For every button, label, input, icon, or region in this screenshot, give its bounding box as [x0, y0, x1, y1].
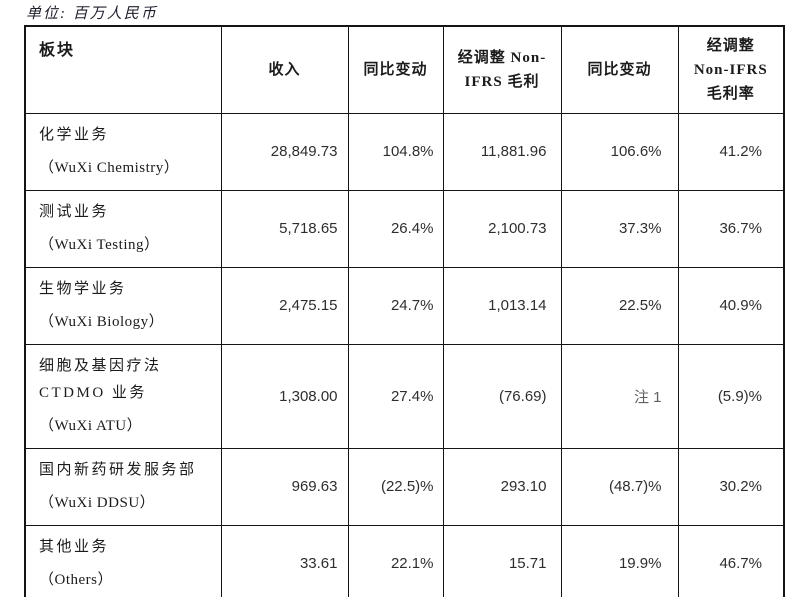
table-row-others: 其他业务 （Others） 33.61 22.1% 15.71 19.9% 46…	[24, 524, 785, 597]
segment-cell: 测试业务 （WuXi Testing）	[24, 189, 222, 268]
revenue-cell: 969.63	[220, 447, 349, 526]
revenue-yoy-cell: 26.4%	[347, 189, 444, 268]
segment-name-cn: 化学业务	[39, 126, 110, 143]
segment-name-en: （WuXi ATU）	[39, 417, 143, 434]
segment-results-table: 板块 收入 同比变动 经调整 Non- IFRS 毛利 同比变动 经调整 Non…	[24, 25, 785, 597]
gross-profit-cell: (76.69)	[442, 343, 562, 449]
revenue-yoy-cell: 24.7%	[347, 266, 444, 345]
revenue-cell: 1,308.00	[220, 343, 349, 449]
header-segment: 板块	[24, 25, 222, 114]
header-adj-gross-margin: 经调整 Non-IFRS 毛利率	[677, 25, 785, 114]
gross-profit-yoy-cell: (48.7)%	[560, 447, 679, 526]
revenue-yoy-cell: 27.4%	[347, 343, 444, 449]
margin-cell: 36.7%	[677, 189, 785, 268]
segment-name-cn: 测试业务	[39, 203, 110, 220]
gross-profit-cell: 293.10	[442, 447, 562, 526]
gross-profit-cell: 1,013.14	[442, 266, 562, 345]
gross-profit-yoy-cell: 22.5%	[560, 266, 679, 345]
segment-name-en: （WuXi DDSU）	[39, 494, 156, 511]
revenue-cell: 33.61	[220, 524, 349, 597]
margin-cell: 46.7%	[677, 524, 785, 597]
gross-profit-yoy-cell: 注 1	[560, 343, 679, 449]
segment-name-en: （WuXi Testing）	[39, 236, 160, 253]
revenue-yoy-cell: (22.5)%	[347, 447, 444, 526]
segment-name-cn: 其他业务	[39, 538, 110, 555]
header-revenue: 收入	[220, 25, 349, 114]
gross-profit-cell: 2,100.73	[442, 189, 562, 268]
revenue-cell: 5,718.65	[220, 189, 349, 268]
revenue-cell: 28,849.73	[220, 112, 349, 191]
revenue-yoy-cell: 104.8%	[347, 112, 444, 191]
header-adj-gross-profit: 经调整 Non- IFRS 毛利	[442, 25, 562, 114]
table-row-chemistry: 化学业务 （WuXi Chemistry） 28,849.73 104.8% 1…	[24, 112, 785, 191]
table-row-biology: 生物学业务 （WuXi Biology） 2,475.15 24.7% 1,01…	[24, 266, 785, 345]
table-row-ddsu: 国内新药研发服务部 （WuXi DDSU） 969.63 (22.5)% 293…	[24, 447, 785, 526]
margin-cell: 30.2%	[677, 447, 785, 526]
table-row-atu: 细胞及基因疗法 CTDMO 业务 （WuXi ATU） 1,308.00 27.…	[24, 343, 785, 449]
gross-profit-cell: 15.71	[442, 524, 562, 597]
revenue-yoy-cell: 22.1%	[347, 524, 444, 597]
segment-name-en: （WuXi Chemistry）	[39, 159, 180, 176]
segment-cell: 化学业务 （WuXi Chemistry）	[24, 112, 222, 191]
segment-name-cn: 细胞及基因疗法 CTDMO 业务	[39, 357, 162, 401]
segment-name-cn: 国内新药研发服务部	[39, 461, 197, 478]
margin-cell: (5.9)%	[677, 343, 785, 449]
segment-name-en: （WuXi Biology）	[39, 313, 165, 330]
header-gross-profit-yoy: 同比变动	[560, 25, 679, 114]
segment-cell: 其他业务 （Others）	[24, 524, 222, 597]
unit-note: 单位: 百万人民币	[26, 6, 158, 22]
table-row-testing: 测试业务 （WuXi Testing） 5,718.65 26.4% 2,100…	[24, 189, 785, 268]
gross-profit-yoy-cell: 106.6%	[560, 112, 679, 191]
gross-profit-cell: 11,881.96	[442, 112, 562, 191]
margin-cell: 40.9%	[677, 266, 785, 345]
gross-profit-yoy-cell: 19.9%	[560, 524, 679, 597]
segment-name-cn: 生物学业务	[39, 280, 127, 297]
margin-cell: 41.2%	[677, 112, 785, 191]
segment-cell: 细胞及基因疗法 CTDMO 业务 （WuXi ATU）	[24, 343, 222, 449]
header-revenue-yoy: 同比变动	[347, 25, 444, 114]
gross-profit-yoy-cell: 37.3%	[560, 189, 679, 268]
segment-cell: 国内新药研发服务部 （WuXi DDSU）	[24, 447, 222, 526]
header-row: 板块 收入 同比变动 经调整 Non- IFRS 毛利 同比变动 经调整 Non…	[24, 25, 785, 114]
segment-name-en: （Others）	[39, 571, 113, 588]
segment-cell: 生物学业务 （WuXi Biology）	[24, 266, 222, 345]
revenue-cell: 2,475.15	[220, 266, 349, 345]
